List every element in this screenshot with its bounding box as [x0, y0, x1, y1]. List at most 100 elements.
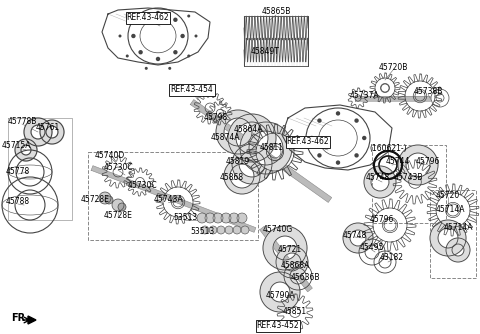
Text: 45868A: 45868A — [280, 261, 310, 270]
Circle shape — [205, 213, 215, 223]
Text: 45868: 45868 — [220, 173, 244, 182]
Circle shape — [221, 213, 231, 223]
Bar — [372, 145, 446, 223]
Text: 45728E: 45728E — [81, 195, 109, 204]
Text: FR.: FR. — [11, 313, 29, 323]
Text: 45778B: 45778B — [7, 118, 36, 127]
Circle shape — [173, 18, 178, 22]
Circle shape — [145, 67, 148, 70]
Text: 45720B: 45720B — [378, 63, 408, 72]
Circle shape — [209, 226, 217, 234]
Circle shape — [197, 213, 207, 223]
Circle shape — [173, 50, 178, 54]
Text: 45730C: 45730C — [127, 180, 157, 189]
Text: 45778: 45778 — [6, 167, 30, 176]
Circle shape — [201, 226, 209, 234]
Circle shape — [187, 54, 190, 57]
Text: 45714A: 45714A — [435, 205, 465, 214]
Text: 45738B: 45738B — [413, 88, 443, 97]
Polygon shape — [343, 223, 373, 253]
Text: 43182: 43182 — [380, 254, 404, 263]
Circle shape — [138, 18, 143, 22]
Circle shape — [126, 54, 129, 57]
Circle shape — [229, 213, 239, 223]
Text: 45740G: 45740G — [263, 225, 293, 234]
Text: 45714A: 45714A — [443, 223, 473, 232]
Polygon shape — [15, 139, 37, 161]
Text: 45796: 45796 — [416, 158, 440, 167]
Circle shape — [126, 14, 129, 17]
Circle shape — [362, 136, 366, 140]
Circle shape — [217, 226, 225, 234]
Polygon shape — [240, 122, 292, 174]
Text: 45495: 45495 — [360, 243, 384, 253]
Circle shape — [233, 226, 241, 234]
Text: (160621-): (160621-) — [369, 144, 407, 153]
Circle shape — [354, 119, 359, 123]
Bar — [244, 16, 308, 66]
Text: 45740D: 45740D — [95, 151, 125, 160]
Circle shape — [138, 50, 143, 54]
Polygon shape — [260, 226, 312, 292]
Circle shape — [194, 34, 197, 37]
Polygon shape — [276, 246, 308, 278]
Bar — [88, 152, 258, 240]
Polygon shape — [224, 158, 260, 194]
Text: 45874A: 45874A — [210, 134, 240, 143]
Polygon shape — [260, 272, 300, 312]
Circle shape — [336, 111, 340, 116]
Circle shape — [119, 34, 121, 37]
Polygon shape — [40, 120, 64, 144]
Polygon shape — [24, 118, 52, 146]
Circle shape — [105, 196, 113, 204]
Polygon shape — [355, 96, 430, 101]
Text: 53513: 53513 — [190, 227, 214, 236]
Circle shape — [180, 34, 185, 38]
Circle shape — [310, 136, 314, 140]
Text: 45730C: 45730C — [103, 164, 133, 172]
Text: REF.43-454: REF.43-454 — [170, 86, 214, 95]
Text: 45744: 45744 — [386, 158, 410, 167]
Polygon shape — [446, 238, 470, 262]
Circle shape — [317, 119, 322, 123]
Circle shape — [131, 34, 135, 38]
Text: 45849T: 45849T — [251, 47, 279, 56]
Circle shape — [213, 213, 223, 223]
Circle shape — [112, 199, 124, 211]
Text: 45715A: 45715A — [1, 141, 31, 150]
Text: 45748: 45748 — [343, 230, 367, 239]
Text: 45864A: 45864A — [233, 126, 263, 135]
Text: 45743B: 45743B — [393, 173, 423, 182]
Text: 45865B: 45865B — [261, 7, 291, 16]
Polygon shape — [232, 144, 272, 184]
Text: 45728E: 45728E — [104, 210, 132, 219]
Text: 45748: 45748 — [366, 173, 390, 182]
Text: 45819: 45819 — [226, 158, 250, 167]
Text: 45743A: 45743A — [153, 195, 183, 204]
Circle shape — [99, 192, 111, 204]
Text: 45796: 45796 — [370, 215, 394, 224]
Polygon shape — [263, 226, 307, 270]
Polygon shape — [398, 145, 438, 185]
Polygon shape — [28, 316, 36, 324]
Polygon shape — [430, 220, 466, 256]
Text: 45636B: 45636B — [290, 274, 320, 283]
Text: 45790A: 45790A — [265, 291, 295, 300]
Circle shape — [225, 226, 233, 234]
Circle shape — [354, 153, 359, 158]
Polygon shape — [228, 114, 276, 162]
Circle shape — [241, 226, 249, 234]
Text: REF.43-462: REF.43-462 — [127, 13, 169, 22]
Text: 45737A: 45737A — [349, 92, 379, 101]
Circle shape — [168, 67, 171, 70]
Text: REF.43-452: REF.43-452 — [257, 322, 300, 331]
Polygon shape — [91, 166, 256, 232]
Polygon shape — [190, 100, 332, 202]
Text: 45761: 45761 — [36, 124, 60, 133]
Text: 45798: 45798 — [204, 114, 228, 123]
Polygon shape — [216, 110, 260, 154]
Text: REF.43-462: REF.43-462 — [287, 138, 329, 147]
Circle shape — [156, 11, 160, 15]
Text: 53513: 53513 — [173, 213, 197, 222]
Text: 45721: 45721 — [278, 245, 302, 255]
